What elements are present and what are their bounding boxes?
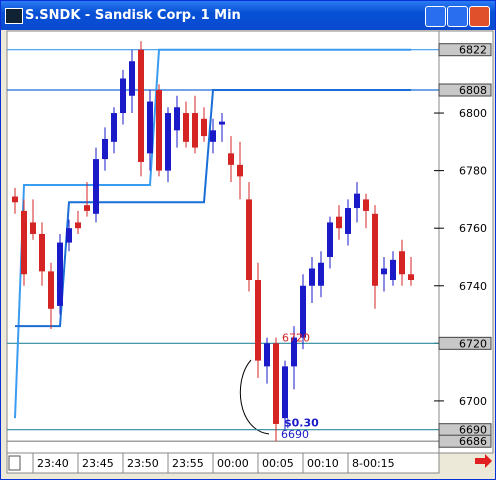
candle-body — [372, 213, 378, 286]
candle-body — [30, 222, 36, 234]
x-tick-label: 23:40 — [37, 457, 69, 470]
plot-area — [6, 30, 440, 454]
candle-body — [255, 280, 261, 361]
candle-body — [165, 113, 171, 171]
price-marker-label: 6822 — [459, 44, 487, 57]
x-tick-label: 23:55 — [172, 457, 204, 470]
candle-body — [345, 208, 351, 234]
price-marker-label: 6686 — [459, 435, 487, 448]
x-tick-label: 00:05 — [262, 457, 294, 470]
candle-body — [264, 343, 270, 367]
window-title: S.SNDK - Sandisk Corp. 1 Min — [25, 8, 241, 23]
candle-body — [363, 199, 369, 211]
y-tick-label: 6700 — [459, 395, 487, 408]
candle-body — [381, 268, 387, 275]
candle-body — [246, 199, 252, 281]
price-marker-box — [438, 434, 492, 448]
candle-body — [300, 285, 306, 338]
candle-body — [156, 90, 162, 171]
candle-body — [111, 113, 117, 142]
candle-body — [318, 262, 324, 286]
candle-body — [75, 222, 81, 229]
x-tick-label: 23:45 — [82, 457, 114, 470]
price-marker-label: 6720 — [459, 337, 487, 350]
candle-body — [192, 113, 198, 148]
candle-body — [201, 118, 207, 137]
candle-body — [93, 159, 99, 214]
candle-body — [48, 271, 54, 309]
candle-body — [219, 121, 225, 125]
price-marker-box — [438, 43, 492, 57]
price-marker-box — [438, 336, 492, 350]
candle-body — [120, 78, 126, 114]
candle-body — [237, 164, 243, 177]
candle-body — [228, 153, 234, 165]
candle-body — [12, 196, 18, 203]
annotation: 6690 — [281, 428, 309, 441]
candle-body — [21, 210, 27, 275]
candle-body — [282, 366, 288, 419]
candle-body — [309, 268, 315, 286]
price-marker-box — [438, 83, 492, 97]
candle-body — [174, 107, 180, 131]
candle-body — [210, 130, 216, 142]
y-tick-label: 6780 — [459, 165, 487, 178]
x-tick-label: 23:50 — [127, 457, 159, 470]
candle-body — [57, 242, 63, 306]
candle-body — [336, 216, 342, 229]
y-tick-label: 6800 — [459, 107, 487, 120]
candle-body — [183, 113, 189, 142]
candle-body — [399, 251, 405, 275]
candle-body — [129, 61, 135, 96]
price-axis — [438, 30, 494, 454]
candle-body — [291, 337, 297, 367]
x-tick-label: 8-00:15 — [352, 457, 395, 470]
x-tick-label: 00:00 — [217, 457, 249, 470]
app-icon — [5, 8, 23, 24]
overlay-line — [14, 48, 411, 419]
candle-body — [408, 274, 414, 281]
candle-body — [327, 222, 333, 257]
candle-body — [102, 138, 108, 160]
maximize-button[interactable] — [447, 6, 468, 27]
title-bar: S.SNDK - Sandisk Corp. 1 Min — [1, 1, 495, 30]
price-marker-label: 6808 — [459, 84, 487, 97]
annotation: 6720 — [282, 331, 310, 344]
candle-body — [273, 343, 279, 424]
annotation-curve — [239, 359, 270, 435]
candle-body — [138, 49, 144, 162]
close-button[interactable] — [469, 6, 490, 27]
candle-body — [66, 228, 72, 243]
scroll-arrow[interactable] — [475, 454, 492, 468]
time-axis — [6, 452, 440, 474]
x-tick-label: 00:10 — [307, 457, 339, 470]
candle-body — [84, 205, 90, 211]
y-tick-label: 6760 — [459, 222, 487, 235]
y-tick-label: 6740 — [459, 280, 487, 293]
chart: 6700 6720 6740 6760 6780 6800 23:40 23:45 23:50 2… — [6, 30, 494, 474]
candle-body — [390, 259, 396, 281]
scroll-box[interactable] — [8, 455, 21, 471]
candle-body — [354, 193, 360, 209]
candle-body — [39, 233, 45, 272]
overlay-line — [15, 89, 411, 328]
minimize-button[interactable] — [425, 6, 446, 27]
price-marker-label: 6690 — [459, 424, 487, 437]
annotation: $0.30 — [284, 417, 319, 430]
candle-body — [147, 101, 153, 154]
